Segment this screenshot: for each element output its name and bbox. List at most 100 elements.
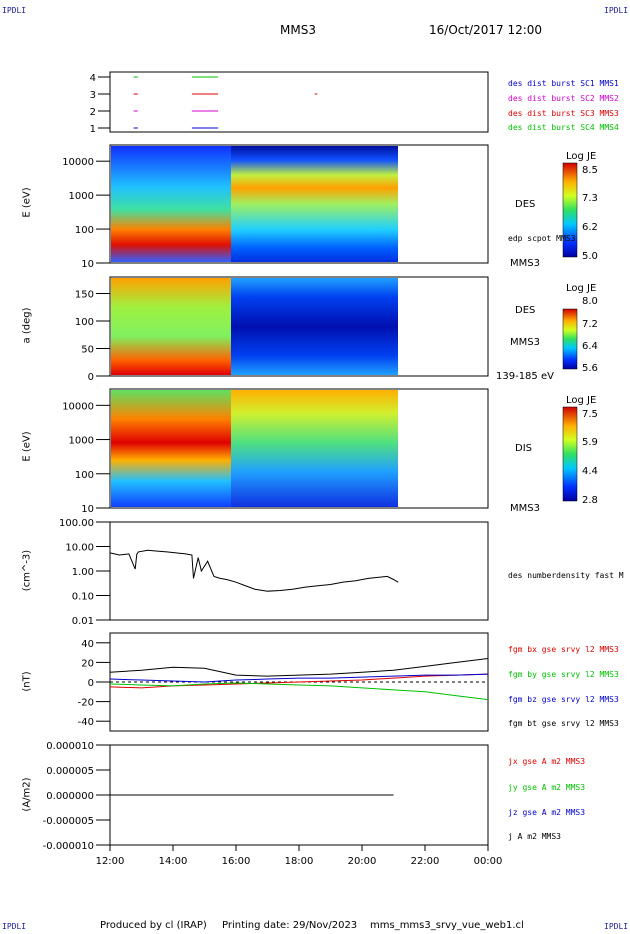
des-pitch-y-tick: 100	[75, 317, 94, 328]
density-y-tick: 100.00	[59, 518, 94, 529]
footer-printing-date: Printing date: 29/Nov/2023	[222, 920, 358, 931]
des-pitch-y-tick: 150	[75, 290, 94, 301]
legend-bz: fgm bz gse srvy l2 MMS3	[508, 695, 619, 704]
footer-produced-by: Produced by cl (IRAP)	[100, 920, 207, 931]
ylabel-current: (A/m2)	[21, 777, 33, 812]
legend-jy: jy gse A m2 MMS3	[508, 783, 586, 792]
ylabel-des-energy: E (eV)	[21, 187, 33, 218]
dis-energy-block-early	[111, 390, 231, 507]
des-pitch-y-tick: 50	[81, 345, 94, 356]
corner-mark-top-right: IPDLI	[604, 6, 629, 15]
density-line	[109, 549, 399, 592]
label-edp-scpot: edp scpot MMS3	[508, 234, 576, 243]
legend-burst-mms4: des dist burst SC4 MMS4	[508, 123, 619, 132]
colorbar-dis-energy	[562, 406, 578, 502]
cbar1-tick-3: 6.2	[582, 222, 598, 233]
ylabel-des-pitch: a (deg)	[21, 307, 33, 344]
legend-density: des numberdensity fast M	[508, 571, 624, 580]
label-des: DES	[515, 199, 536, 210]
colorbar-des-energy-title: Log JE	[566, 151, 597, 162]
label-dis-mms3: MMS3	[510, 503, 540, 514]
density-y-tick: 10.00	[65, 543, 94, 554]
b-y-tick: -40	[78, 717, 94, 728]
cbar3-tick-bottom: 2.8	[582, 495, 598, 506]
corner-mark-top-left: IPDLI	[2, 6, 27, 15]
dis-energy-block-late	[231, 390, 398, 507]
des-energy-y-tick: 1000	[69, 191, 94, 202]
datetime-title: 16/Oct/2017 12:00	[429, 23, 543, 37]
legend-j: j A m2 MMS3	[508, 832, 561, 841]
panel-des-pitch-frame	[109, 276, 489, 377]
x-tick-label: 20:00	[348, 856, 377, 867]
dis-energy-y-tick: 10000	[62, 401, 94, 412]
x-tick-label: 12:00	[96, 856, 125, 867]
legend-burst-mms1: des dist burst SC1 MMS1	[508, 79, 619, 88]
legend-bx: fgm bx gse srvy l2 MMS3	[508, 645, 619, 654]
label-energy-range: 139-185 eV	[496, 371, 554, 382]
spectrogram-des-energy	[111, 146, 398, 262]
legend-by: fgm by gse srvy l2 MMS3	[508, 670, 619, 679]
panel-des-energy-frame	[109, 144, 489, 264]
j-y-tick: -0.000005	[43, 816, 94, 827]
colorbar-des-energy	[562, 162, 578, 258]
panel-density-frame	[109, 521, 489, 621]
label-dis: DIS	[515, 443, 532, 454]
legend-burst-mms2: des dist burst SC2 MMS2	[508, 94, 619, 103]
x-tick-label: 14:00	[159, 856, 188, 867]
cbar2-tick-2: 7.2	[582, 319, 598, 330]
ylabel-b-field: (nT)	[21, 671, 33, 692]
des-pitch-block-early	[111, 278, 231, 375]
density-y-tick: 0.01	[72, 616, 94, 627]
legend-jz: jz gse A m2 MMS3	[508, 808, 586, 817]
cbar3-tick-2: 5.9	[582, 437, 598, 448]
x-tick-label: 16:00	[222, 856, 251, 867]
colorbar-dis-energy-title: Log JE	[566, 395, 597, 406]
density-y-tick: 0.10	[72, 592, 94, 603]
j-y-tick: 0.000005	[46, 766, 94, 777]
b-series-line	[109, 673, 489, 683]
corner-mark-bottom-left: IPDLI	[2, 922, 27, 931]
x-tick-labels: 12:00 14:00 16:00 18:00 20:00 22:00 00:00	[96, 845, 502, 867]
dis-energy-y-tick: 1000	[69, 436, 94, 447]
cbar2-tick-bottom: 5.6	[582, 363, 598, 374]
footer-script-name: mms_mms3_srvy_vue_web1.cl	[370, 920, 524, 931]
colorbar-des-pitch	[562, 308, 578, 370]
des-pitch-block-late	[231, 278, 398, 375]
panel-dis-energy-frame	[109, 388, 489, 509]
spectrogram-des-pitch	[111, 278, 398, 375]
b-field-lines	[109, 657, 489, 701]
y-tick-labels: 1 2 3 4 10 100 1000 10000 10 100 1000 10000 0 50 100 15…	[43, 73, 110, 852]
ylabel-dis-energy: E (eV)	[21, 431, 33, 462]
j-y-tick: 0.000010	[46, 741, 94, 752]
density-lines	[109, 549, 399, 592]
b-y-tick: 0	[88, 678, 94, 689]
burst-y-tick: 2	[90, 107, 96, 118]
burst-marks	[133, 76, 318, 129]
cbar1-tick-2: 7.3	[582, 193, 598, 204]
x-tick-label: 18:00	[285, 856, 314, 867]
burst-y-tick: 1	[90, 124, 96, 135]
legend-burst-mms3: des dist burst SC3 MMS3	[508, 109, 619, 118]
b-y-tick: -20	[78, 698, 94, 709]
b-series-line	[109, 657, 489, 677]
x-tick-label: 22:00	[411, 856, 440, 867]
burst-y-tick: 3	[90, 90, 96, 101]
dis-energy-y-tick: 100	[75, 470, 94, 481]
legend-jx: jx gse A m2 MMS3	[508, 757, 586, 766]
cbar1-tick-bottom: 5.0	[582, 251, 598, 262]
cbar2-tick-3: 6.4	[582, 341, 598, 352]
label-des-pitch-mms3: MMS3	[510, 337, 540, 348]
spectrogram-dis-energy	[111, 390, 398, 507]
b-y-tick: 40	[81, 639, 94, 650]
cbar3-tick-top: 7.5	[582, 409, 598, 420]
panel-burst-frame	[109, 71, 489, 133]
des-energy-y-tick: 10	[81, 259, 94, 270]
des-energy-block-early	[111, 146, 231, 262]
spacecraft-title: MMS3	[280, 23, 316, 37]
j-y-tick: -0.000010	[43, 841, 94, 852]
corner-mark-bottom-right: IPDLI	[604, 922, 629, 931]
des-energy-y-tick: 10000	[62, 157, 94, 168]
label-des-pitch: DES	[515, 305, 536, 316]
dis-energy-y-tick: 10	[81, 504, 94, 515]
